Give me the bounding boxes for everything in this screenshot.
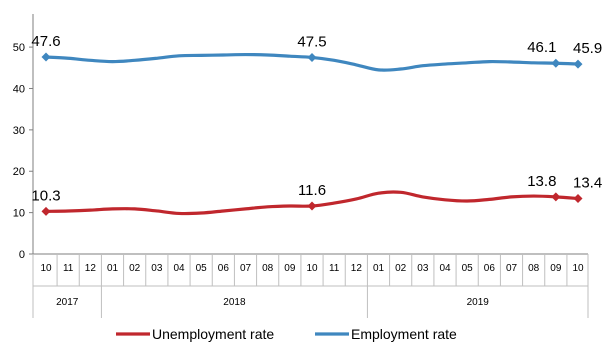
y-tick-label: 10 (13, 208, 25, 220)
unemployment-rate-marker (551, 192, 561, 202)
y-tick-label: 50 (13, 42, 25, 54)
data-label: 13.4 (573, 175, 602, 192)
employment-rate-marker (573, 59, 583, 69)
x-tick-label: 08 (528, 263, 540, 274)
x-tick-label: 12 (351, 263, 363, 274)
x-tick-label: 05 (196, 263, 208, 274)
employment-rate-marker (551, 58, 561, 68)
x-tick-label: 11 (63, 263, 74, 274)
y-tick-label: 30 (13, 125, 25, 137)
x-tick-label: 07 (240, 263, 252, 274)
x-tick-label: 09 (284, 263, 296, 274)
x-tick-label: 11 (329, 263, 340, 274)
data-label: 46.1 (527, 39, 556, 56)
x-tick-label: 04 (173, 263, 185, 274)
data-label: 11.6 (298, 182, 326, 199)
data-label: 47.5 (297, 33, 326, 50)
y-tick-label: 20 (13, 166, 25, 178)
x-tick-label: 10 (306, 263, 318, 274)
data-label-layer: 10.3 11.6 13.8 13.4 47.6 47.5 46.1 45.9 (31, 33, 602, 204)
x-tick-label: 06 (218, 263, 230, 274)
year-label: 2019 (467, 297, 490, 308)
x-tick-label: 01 (373, 263, 385, 274)
data-label: 47.6 (31, 33, 60, 50)
year-label: 2018 (223, 297, 246, 308)
x-tick-label: 07 (506, 263, 518, 274)
x-tick-label: 05 (462, 263, 474, 274)
x-tick-label: 12 (85, 263, 97, 274)
x-tick-label: 10 (40, 263, 52, 274)
x-tick-label: 02 (395, 263, 407, 274)
x-tick-label: 10 (572, 263, 584, 274)
y-tick-label: 0 (19, 249, 25, 261)
x-tick-label: 06 (484, 263, 496, 274)
x-tick-label: 02 (129, 263, 141, 274)
data-label: 45.9 (573, 40, 602, 57)
data-label: 10.3 (31, 187, 60, 204)
x-tick-label: 09 (550, 263, 562, 274)
series-layer (41, 52, 583, 216)
x-tick-label: 08 (262, 263, 274, 274)
x-tick-label: 01 (107, 263, 119, 274)
unemployment-rate-marker (307, 201, 317, 211)
year-label: 2017 (56, 297, 79, 308)
employment-rate-marker (307, 52, 317, 62)
unemployment-rate-marker (573, 194, 583, 204)
legend-label: Employment rate (351, 326, 457, 342)
x-tick-label: 04 (439, 263, 451, 274)
legend-label: Unemployment rate (152, 326, 274, 342)
employment-rate-marker (41, 52, 51, 62)
x-tick-label: 03 (151, 263, 163, 274)
y-tick-label: 40 (13, 83, 25, 95)
legend: Unemployment rate Employment rate (116, 326, 457, 342)
data-label: 13.8 (527, 173, 556, 190)
x-tick-label: 03 (417, 263, 429, 274)
unemployment-rate-marker (41, 206, 51, 216)
